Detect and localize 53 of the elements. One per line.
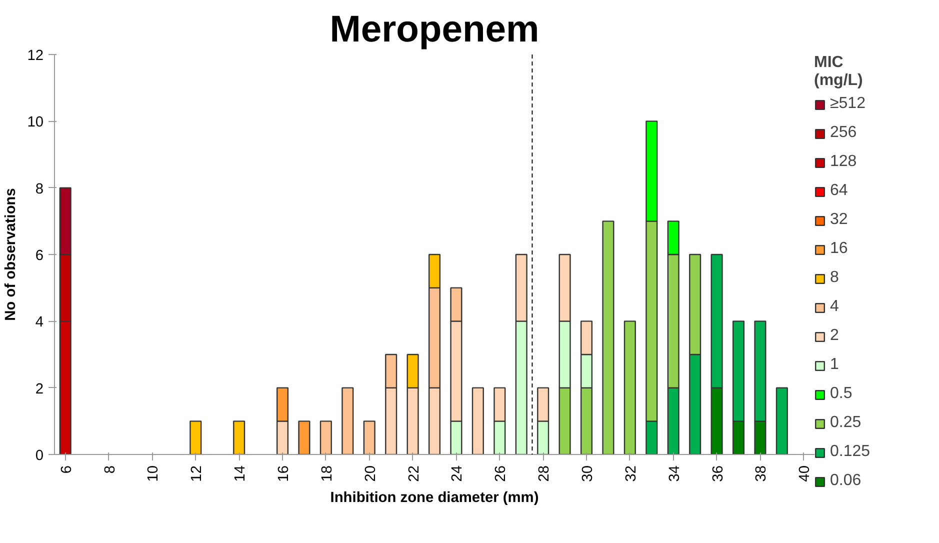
bar: [233, 420, 246, 454]
legend-label: 2: [830, 327, 840, 345]
x-tick-label: 12: [189, 465, 206, 482]
x-tick-label: 40: [797, 465, 814, 482]
y-axis-title: No of observations: [3, 188, 20, 321]
legend-title: MIC (mg/L): [814, 54, 864, 90]
x-tick-label: 32: [623, 465, 640, 482]
legend-label: 0.5: [830, 385, 854, 403]
x-tick-label: 24: [450, 465, 466, 482]
legend-label: 16: [830, 240, 849, 258]
x-tick-label: 34: [666, 465, 683, 482]
bar: [624, 320, 636, 454]
x-tick-label: 6: [58, 465, 75, 474]
bar: [363, 420, 376, 454]
x-tick-label: 20: [362, 465, 379, 482]
x-tick-label: 28: [536, 465, 553, 482]
legend-label: 32: [830, 211, 849, 229]
x-tick-label: 10: [146, 465, 162, 482]
x-tick-label: 30: [580, 465, 596, 482]
legend-label: 256: [830, 124, 858, 142]
chart-title: Meropenem: [330, 8, 540, 50]
x-axis-title: Inhibition zone diameter (mm): [330, 490, 539, 506]
legend-label: 4: [830, 298, 840, 316]
bar: [472, 387, 484, 454]
bar: [342, 387, 354, 454]
y-tick-label: 2: [35, 381, 44, 398]
x-tick-label: 18: [319, 465, 336, 482]
legend-label: 0.125: [830, 443, 870, 461]
x-tick-label: 36: [710, 465, 726, 482]
bar: [190, 420, 202, 454]
bar: [776, 387, 788, 454]
y-tick-label: 4: [35, 314, 44, 331]
bar: [298, 420, 310, 454]
x-tick-label: 38: [754, 465, 770, 482]
x-tick-label: 14: [232, 465, 249, 482]
bar: [602, 220, 614, 454]
y-tick-label: 6: [35, 248, 44, 264]
legend-label: 8: [830, 269, 840, 287]
legend-label: 0.06: [830, 472, 862, 490]
bar: [320, 420, 332, 454]
y-tick-label: 10: [27, 114, 44, 131]
legend-label: 0.25: [830, 414, 862, 432]
legend-label: 128: [830, 153, 858, 171]
legend-label: ≥512: [830, 95, 866, 113]
y-tick-label: 12: [27, 48, 44, 64]
y-tick-label: 0: [35, 448, 44, 464]
y-tick-label: 8: [35, 181, 44, 198]
x-tick-label: 16: [276, 465, 292, 482]
x-tick-label: 26: [493, 465, 510, 482]
x-tick-label: 22: [406, 465, 422, 482]
x-tick-label: 8: [102, 465, 118, 474]
legend-label: 1: [830, 356, 840, 374]
legend-label: 64: [830, 182, 849, 200]
